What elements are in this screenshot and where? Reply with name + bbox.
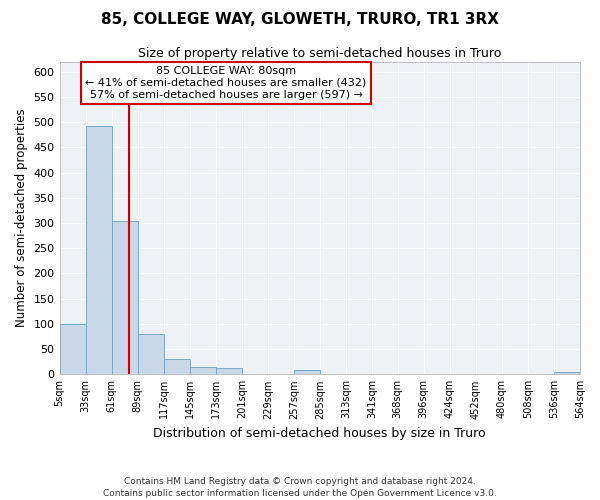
X-axis label: Distribution of semi-detached houses by size in Truro: Distribution of semi-detached houses by …: [154, 427, 486, 440]
Bar: [112, 220, 138, 374]
Bar: [554, 372, 580, 374]
Bar: [164, 359, 190, 374]
Bar: [190, 366, 216, 374]
Bar: [294, 370, 320, 374]
Bar: [86, 126, 112, 374]
Bar: [216, 368, 242, 374]
Text: 85 COLLEGE WAY: 80sqm
← 41% of semi-detached houses are smaller (432)
57% of sem: 85 COLLEGE WAY: 80sqm ← 41% of semi-deta…: [85, 66, 367, 100]
Bar: [59, 324, 86, 374]
Bar: [138, 334, 164, 374]
Y-axis label: Number of semi-detached properties: Number of semi-detached properties: [15, 108, 28, 328]
Text: 85, COLLEGE WAY, GLOWETH, TRURO, TR1 3RX: 85, COLLEGE WAY, GLOWETH, TRURO, TR1 3RX: [101, 12, 499, 28]
Title: Size of property relative to semi-detached houses in Truro: Size of property relative to semi-detach…: [138, 48, 502, 60]
Text: Contains HM Land Registry data © Crown copyright and database right 2024.
Contai: Contains HM Land Registry data © Crown c…: [103, 476, 497, 498]
